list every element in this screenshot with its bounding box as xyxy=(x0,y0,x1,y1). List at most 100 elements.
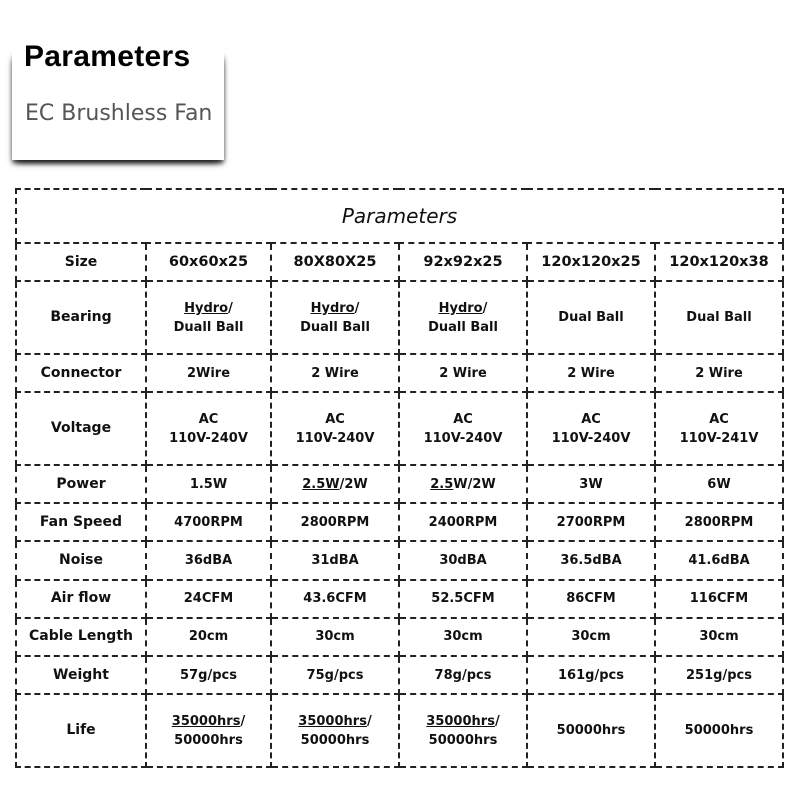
cell-text: AC xyxy=(198,411,219,427)
cell-text: 35000hrs xyxy=(171,713,241,729)
cell-text: 1.5W xyxy=(189,476,228,492)
table-row: Size 60x60x25 80X80X25 92x92x25 120x120x25 12… xyxy=(15,241,784,283)
cell-line: 4700RPM xyxy=(147,513,270,532)
row-label: Voltage xyxy=(15,391,147,466)
table-cell: 30dBA xyxy=(398,540,528,581)
cell-text: 50000hrs xyxy=(174,732,243,748)
cell-line: AC xyxy=(400,410,526,429)
table-cell: AC 110V-240V xyxy=(270,391,400,466)
cell-line: 41.6dBA xyxy=(656,551,782,570)
cell-text: 92x92x25 xyxy=(423,253,503,270)
table-cell: AC 110V-240V xyxy=(526,391,656,466)
cell-text: 35000hrs xyxy=(426,713,495,729)
cell-text: 57g/pcs xyxy=(180,667,237,683)
table-cell: 6W xyxy=(654,463,784,505)
cell-line: 110V-240V xyxy=(400,429,526,448)
cell-text: /2W xyxy=(339,476,368,492)
row-label: Weight xyxy=(15,654,147,696)
table-cell: 31dBA xyxy=(270,540,400,581)
cell-text: Dual Ball xyxy=(558,310,624,326)
cell-text: Duall Ball xyxy=(300,319,370,335)
cell-text: 60x60x25 xyxy=(168,253,249,270)
table-cell: 50000hrs xyxy=(654,693,784,768)
cell-text: 30cm xyxy=(443,629,483,645)
cell-text: 30cm xyxy=(699,629,739,645)
cell-text: 4700RPM xyxy=(174,514,243,530)
cell-line: 30cm xyxy=(272,627,398,646)
row-label: Size xyxy=(15,241,147,283)
cell-line: Duall Ball xyxy=(400,318,526,337)
cell-line: AC xyxy=(656,410,782,429)
cell-line: 2.5W/2W xyxy=(400,475,526,494)
cell-line: 2Wire xyxy=(147,364,270,383)
table-row: Fan Speed 4700RPM 2800RPM 2400RPM 2700RPM 280… xyxy=(15,502,784,543)
cell-line: 50000hrs xyxy=(656,721,782,740)
table-title: Parameters xyxy=(15,188,784,244)
cell-line: 52.5CFM xyxy=(400,589,526,608)
cell-text: 2.5W xyxy=(302,476,340,492)
table-cell: 75g/pcs xyxy=(270,654,400,696)
row-label: Connector xyxy=(15,352,147,394)
cell-line: AC xyxy=(272,410,398,429)
cell-text: 120x120x38 xyxy=(669,253,769,270)
cell-text: 2 Wire xyxy=(567,365,615,381)
cell-line: 30cm xyxy=(656,627,782,646)
table-cell: 120x120x25 xyxy=(526,241,656,283)
table-cell: 78g/pcs xyxy=(398,654,528,696)
table-cell: 80X80X25 xyxy=(270,241,400,283)
table-cell: 30cm xyxy=(398,616,528,657)
cell-line: 36.5dBA xyxy=(528,551,654,570)
cell-text: 2.5 xyxy=(430,476,454,492)
table-cell: 2800RPM xyxy=(270,502,400,543)
cell-text: Dual Ball xyxy=(686,310,752,326)
table-cell: 251g/pcs xyxy=(654,654,784,696)
cell-line: 251g/pcs xyxy=(656,666,782,685)
cell-text: 80X80X25 xyxy=(293,253,377,270)
cell-text: 110V-240V xyxy=(169,430,248,446)
cell-text: / xyxy=(240,713,246,729)
cell-line: Hydro/ xyxy=(147,299,270,318)
table-cell: 50000hrs xyxy=(526,693,656,768)
cell-line: 6W xyxy=(656,475,782,494)
table-cell: Dual Ball xyxy=(526,280,656,355)
parameters-table: Parameters Size 60x60x25 80X80X25 92x92x25 1… xyxy=(15,188,784,768)
cell-text: 251g/pcs xyxy=(686,667,752,683)
table-cell: Hydro/Duall Ball xyxy=(145,280,272,355)
cell-line: 1.5W xyxy=(147,475,270,494)
cell-text: 2800RPM xyxy=(300,514,370,530)
cell-line: 2700RPM xyxy=(528,513,654,532)
cell-text: 110V-240V xyxy=(295,430,375,446)
row-label: Life xyxy=(15,693,147,768)
cell-line: 2400RPM xyxy=(400,513,526,532)
table-cell: 4700RPM xyxy=(145,502,272,543)
table-cell: 2700RPM xyxy=(526,502,656,543)
cell-line: 60x60x25 xyxy=(147,253,270,272)
cell-line: 30cm xyxy=(528,627,654,646)
header-subtitle: EC Brushless Fan xyxy=(25,101,213,126)
table-cell: 20cm xyxy=(145,616,272,657)
table-cell: 2Wire xyxy=(145,352,272,394)
row-label: Power xyxy=(15,463,147,505)
cell-text: 50000hrs xyxy=(556,723,626,739)
cell-line: 50000hrs xyxy=(147,731,270,750)
cell-line: 110V-240V xyxy=(528,429,654,448)
cell-text: 116CFM xyxy=(689,591,749,607)
cell-line: 30dBA xyxy=(400,551,526,570)
table-cell: 41.6dBA xyxy=(654,540,784,581)
cell-line: Dual Ball xyxy=(528,308,654,327)
cell-line: 92x92x25 xyxy=(400,253,526,272)
table-cell: 52.5CFM xyxy=(398,578,528,619)
cell-line: Hydro/ xyxy=(272,299,398,318)
cell-line: 2800RPM xyxy=(656,513,782,532)
cell-line: 35000hrs/ xyxy=(147,712,270,731)
table-cell: AC 110V-241V xyxy=(654,391,784,466)
cell-line: 50000hrs xyxy=(400,731,526,750)
table-cell: 2 Wire xyxy=(270,352,400,394)
table-title-row: Parameters xyxy=(15,188,784,244)
table-row: Power 1.5W 2.5W/2W 2.5W/2W 3W 6W xyxy=(15,463,784,505)
table-row: Cable Length 20cm 30cm 30cm 30cm 30cm xyxy=(15,616,784,657)
cell-line: 110V-240V xyxy=(147,429,270,448)
table-cell: 1.5W xyxy=(145,463,272,505)
cell-text: Hydro xyxy=(438,300,483,316)
table-cell: 161g/pcs xyxy=(526,654,656,696)
